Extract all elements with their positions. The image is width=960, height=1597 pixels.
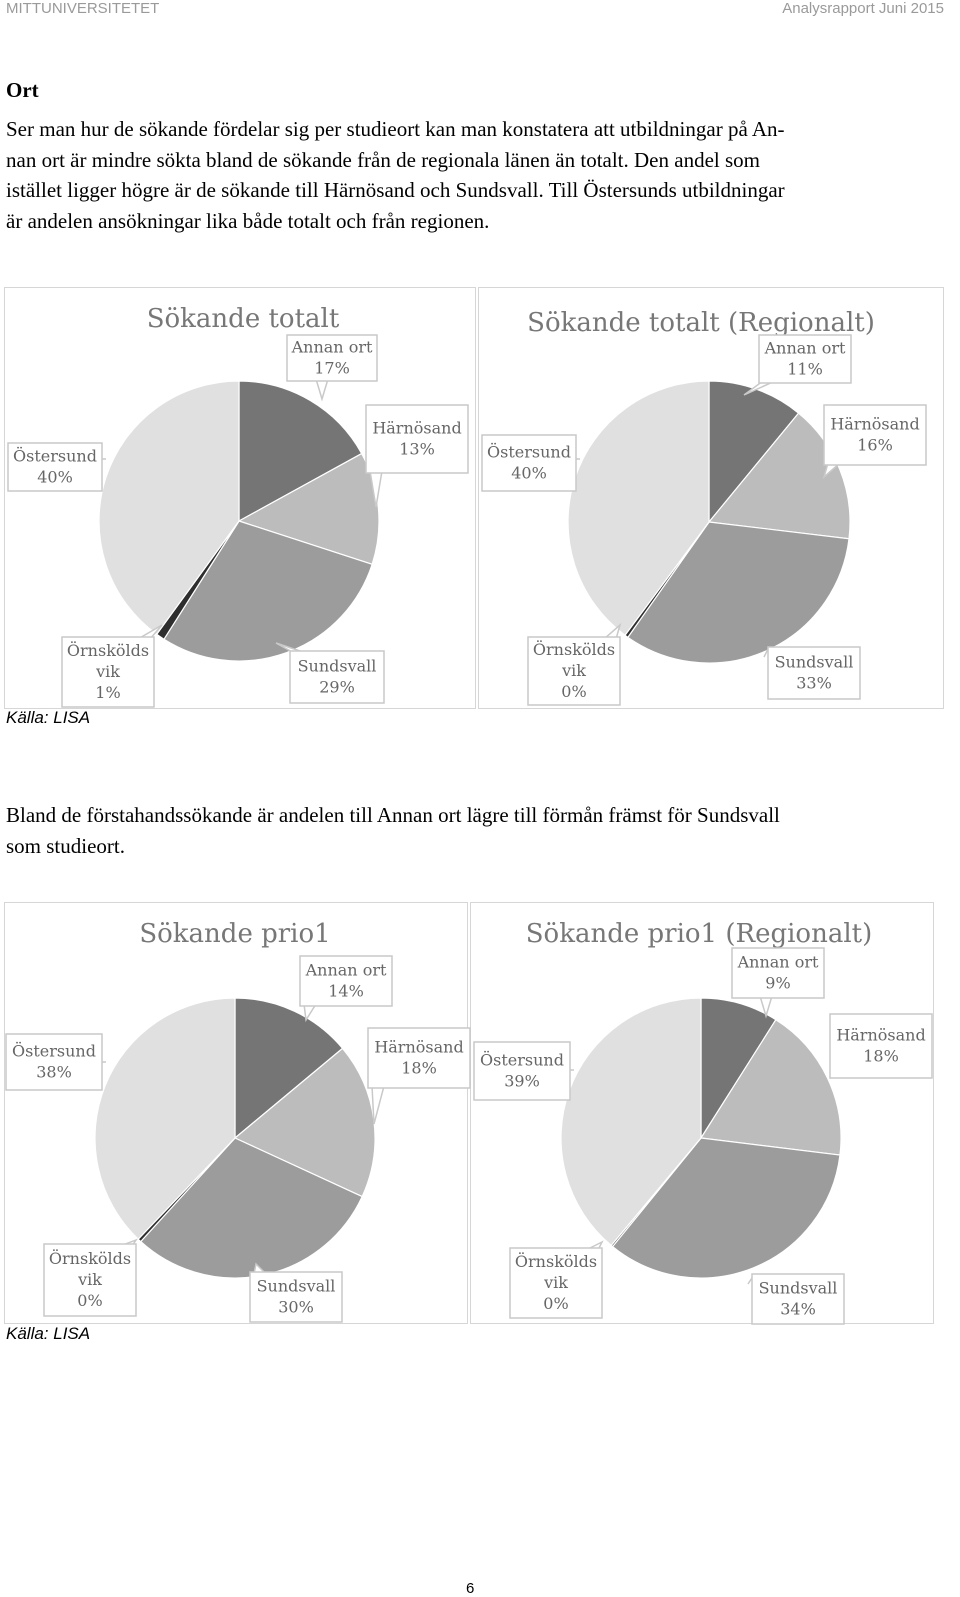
svg-text:Östersund: Östersund: [487, 442, 571, 462]
data-label-ostersund: Östersund 40%: [7, 442, 106, 492]
svg-text:Sundsvall: Sundsvall: [759, 1279, 838, 1298]
svg-text:30%: 30%: [278, 1298, 314, 1317]
svg-text:Sundsvall: Sundsvall: [298, 657, 377, 676]
data-label-sundsvall: Sundsvall 29%: [275, 642, 385, 704]
svg-text:13%: 13%: [399, 440, 435, 459]
svg-text:0%: 0%: [543, 1294, 568, 1313]
pie-chart-prio1: Sökande prio1 Annan ort 14% Härnösand 18% Sun…: [5, 919, 471, 1323]
header-report: Analysrapport Juni 2015: [782, 0, 944, 17]
svg-text:40%: 40%: [511, 464, 547, 483]
paragraph-1-line: nan ort är mindre sökta bland de sökande…: [6, 147, 760, 172]
data-label-ornskolds-vik: Örnskölds vik 0%: [509, 1240, 604, 1319]
svg-text:Örnskölds: Örnskölds: [533, 639, 615, 659]
pie-slice-harnosand: [707, 412, 851, 540]
svg-text:11%: 11%: [787, 360, 823, 379]
pie-slice-sundsvall: [163, 520, 373, 662]
svg-text:14%: 14%: [328, 982, 364, 1001]
svg-text:vik: vik: [543, 1273, 568, 1292]
chart-title: Sökande totalt: [147, 304, 340, 334]
svg-text:40%: 40%: [37, 468, 73, 487]
pie-chart-total: Sökande totalt Annan ort 17% Härnösand 13% Su…: [7, 304, 469, 708]
data-label-annan-ort: Annan ort 9%: [731, 947, 825, 1019]
svg-text:Annan ort: Annan ort: [305, 961, 387, 980]
data-label-ornskolds-vik: Örnskölds vik 0%: [527, 622, 622, 706]
data-label-harnosand: Härnösand 16%: [822, 404, 927, 480]
data-label-annan-ort: Annan ort 11%: [743, 334, 852, 396]
chart-title: Sökande totalt (Regionalt): [527, 308, 875, 338]
svg-text:vik: vik: [561, 661, 586, 680]
header-org: MITTUNIVERSITETET: [6, 0, 160, 17]
pie-slice-ostersund: [98, 380, 240, 636]
paragraph-1-line: istället ligger högre är de sökande till…: [6, 178, 785, 202]
pie-chart-total-regional: Sökande totalt (Regionalt)Annan ort 11% Hä…: [481, 308, 927, 706]
svg-text:18%: 18%: [401, 1059, 437, 1078]
svg-text:vik: vik: [95, 662, 120, 681]
svg-text:Härnösand: Härnösand: [836, 1026, 925, 1045]
chart-title: Sökande prio1: [139, 919, 330, 949]
svg-text:9%: 9%: [765, 974, 790, 993]
data-label-ornskolds-vik: Örnskölds vik 1%: [61, 624, 163, 708]
data-label-ostersund: Östersund 38%: [5, 1033, 106, 1091]
svg-text:vik: vik: [77, 1270, 102, 1289]
svg-text:Östersund: Östersund: [480, 1050, 564, 1070]
svg-text:33%: 33%: [796, 674, 832, 693]
data-label-ostersund: Östersund 39%: [473, 1041, 574, 1101]
svg-text:Härnösand: Härnösand: [830, 415, 919, 434]
section-heading: Ort: [6, 78, 39, 102]
paragraph-1-line: Ser man hur de sökande fördelar sig per …: [6, 117, 785, 141]
data-label-ostersund: Östersund 40%: [481, 434, 580, 492]
pie-slice-annan-ort: [234, 997, 344, 1140]
svg-text:29%: 29%: [319, 678, 355, 697]
svg-text:Östersund: Östersund: [12, 1041, 96, 1061]
data-label-harnosand: Härnösand 13%: [365, 404, 469, 508]
pie-slice-sundsvall: [611, 1137, 841, 1279]
svg-text:Örnskölds: Örnskölds: [67, 640, 149, 660]
svg-text:Östersund: Östersund: [13, 446, 97, 466]
data-label-annan-ort: Annan ort 17%: [286, 334, 378, 402]
data-label-ornskolds-vik: Örnskölds vik 0%: [43, 1238, 138, 1317]
svg-text:Örnskölds: Örnskölds: [515, 1251, 597, 1271]
svg-text:Sundsvall: Sundsvall: [257, 1277, 336, 1296]
svg-text:Härnösand: Härnösand: [372, 419, 461, 438]
paragraph-2: Bland de förstahandssökande är andelen t…: [6, 800, 946, 861]
pie-slice-annan-ort: [238, 380, 363, 523]
svg-text:16%: 16%: [857, 436, 893, 455]
paragraph-2-line: som studieort.: [6, 833, 125, 858]
svg-text:Örnskölds: Örnskölds: [49, 1248, 131, 1268]
pie-slice-annan-ort: [700, 997, 777, 1141]
svg-text:Annan ort: Annan ort: [737, 953, 819, 972]
pie-chart-prio1-regional: Sökande prio1 (Regionalt) Annan ort 9% Härn…: [473, 919, 933, 1325]
data-label-sundsvall: Sundsvall 34%: [747, 1273, 845, 1325]
pie-slice-harnosand: [699, 1018, 842, 1156]
data-label-harnosand: Härnösand 18%: [367, 1027, 471, 1125]
paragraph-1: Ser man hur de sökande fördelar sig per …: [6, 114, 946, 236]
svg-text:38%: 38%: [36, 1063, 72, 1082]
data-label-annan-ort: Annan ort 14%: [299, 955, 393, 1023]
chart-title: Sökande prio1 (Regionalt): [526, 919, 872, 949]
svg-text:18%: 18%: [863, 1047, 899, 1066]
page-number: 6: [466, 1580, 475, 1597]
pie-slice-ostersund: [94, 997, 236, 1240]
data-label-sundsvall: Sundsvall 33%: [763, 646, 861, 700]
svg-text:Annan ort: Annan ort: [291, 338, 373, 357]
svg-text:34%: 34%: [780, 1300, 816, 1319]
svg-text:Annan ort: Annan ort: [764, 339, 846, 358]
svg-text:Sundsvall: Sundsvall: [775, 653, 854, 672]
svg-text:0%: 0%: [561, 682, 586, 701]
svg-text:39%: 39%: [504, 1072, 540, 1091]
svg-text:0%: 0%: [77, 1291, 102, 1310]
source-label: Källa: LISA: [6, 708, 91, 727]
source-label: Källa: LISA: [6, 1324, 91, 1343]
paragraph-1-line: är andelen ansökningar lika både totalt …: [6, 208, 490, 233]
svg-text:1%: 1%: [95, 683, 120, 702]
data-label-sundsvall: Sundsvall 30%: [249, 1262, 343, 1323]
pie-slice-harnosand: [237, 452, 380, 566]
svg-text:17%: 17%: [314, 359, 350, 378]
data-label-harnosand: Härnösand 18%: [829, 1013, 933, 1079]
svg-text:Härnösand: Härnösand: [374, 1038, 463, 1057]
paragraph-2-line: Bland de förstahandssökande är andelen t…: [6, 803, 780, 827]
